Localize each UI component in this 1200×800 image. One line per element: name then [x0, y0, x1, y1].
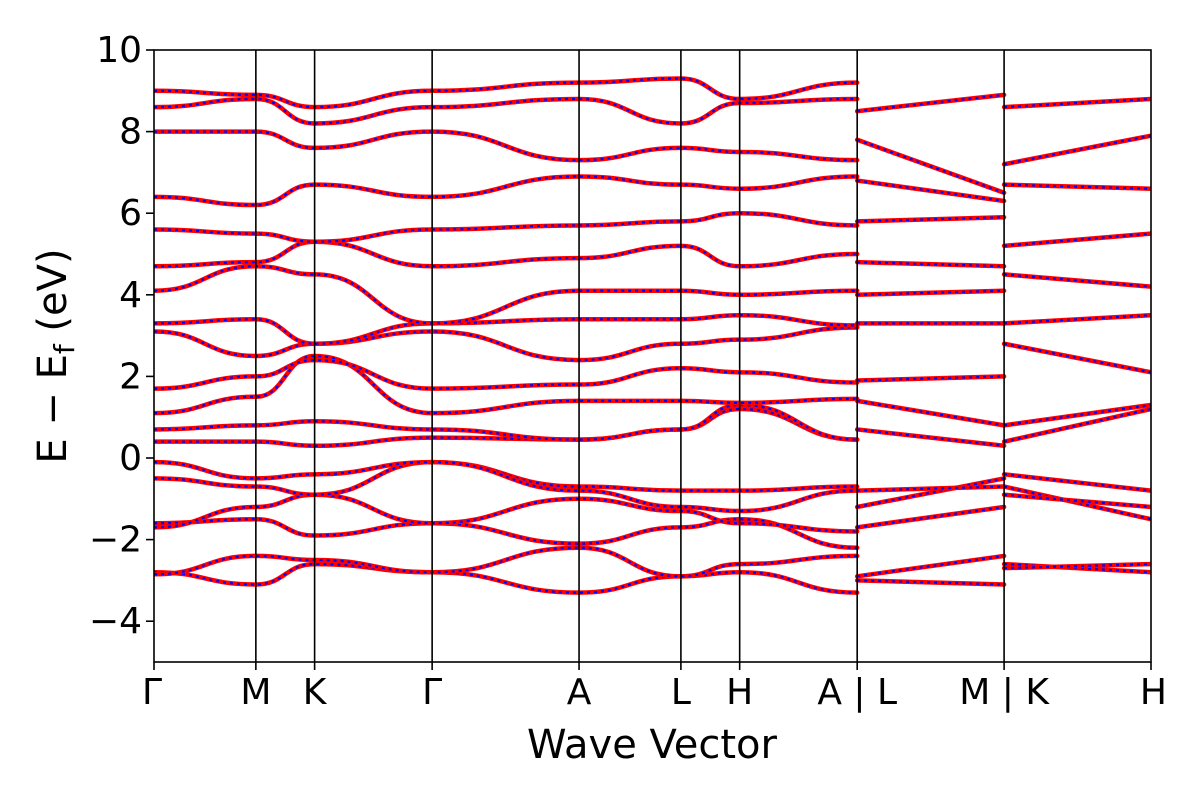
x-tick-label-3: Γ	[422, 672, 442, 713]
kpoint-lines	[255, 50, 1005, 662]
x-tick-label-4: A	[567, 672, 592, 713]
y-axis-label: E − Ef (eV)	[30, 248, 81, 463]
band-line-overlay-2	[154, 518, 858, 549]
x-tick-label-5: L	[671, 672, 691, 713]
y-tick-label-6: 8	[119, 112, 142, 153]
band-line-21	[854, 504, 1007, 530]
x-tick-label-9: H	[1140, 672, 1167, 713]
band-line-47	[1001, 96, 1151, 110]
band-line-overlay-9	[154, 358, 858, 390]
band-line-overlay-6	[154, 407, 858, 447]
band-line-16	[154, 129, 860, 163]
band-line-40	[1001, 402, 1151, 428]
band-line-31	[854, 178, 1007, 204]
band-line-26	[854, 374, 1007, 383]
band-line-29	[854, 259, 1007, 269]
band-line-overlay-0	[154, 562, 858, 594]
band-line-overlay-11	[154, 314, 858, 345]
band-line-0	[154, 561, 860, 595]
x-tick-label-2: K	[303, 672, 328, 713]
band-line-overlay-17	[154, 97, 858, 125]
band-line-25	[854, 398, 1007, 428]
y-tick-label-4: 4	[119, 275, 142, 316]
band-line-38	[1001, 492, 1151, 510]
band-line-20	[854, 553, 1007, 579]
band-line-46	[1001, 133, 1151, 167]
y-axis-label-unit: (eV)	[30, 248, 76, 344]
y-axis: −4 −2 0 2 4 6 8 10	[89, 30, 154, 642]
x-axis-label: Wave Vector	[527, 722, 778, 768]
band-line-42	[1001, 312, 1151, 326]
band-line-17	[154, 96, 860, 126]
y-tick-label-0: −4	[89, 601, 142, 642]
x-tick-label-0: Γ	[142, 672, 162, 713]
band-line-22	[854, 476, 1007, 510]
x-tick-label-6: H	[726, 672, 753, 713]
band-line-36	[1001, 472, 1151, 493]
band-line-overlay-13	[154, 240, 858, 268]
y-axis-label-subscript: f	[48, 343, 81, 354]
band-line-overlay-1	[154, 546, 858, 578]
band-line-overlay-8	[154, 354, 858, 415]
band-line-44	[1001, 231, 1151, 249]
band-line-43	[1001, 272, 1151, 289]
band-line-3	[154, 492, 860, 534]
band-line-overlay-12	[154, 265, 858, 325]
band-line-28	[854, 288, 1007, 298]
band-line-overlay-16	[154, 130, 858, 162]
band-line-39	[1001, 406, 1151, 444]
band-line-23	[854, 484, 1007, 493]
band-line-33	[854, 92, 1007, 114]
band-line-30	[854, 215, 1007, 224]
band-line-10	[154, 325, 860, 363]
band-line-14	[154, 210, 860, 245]
y-tick-label-7: 10	[96, 30, 142, 71]
y-axis-label-main: E − E	[30, 354, 76, 464]
x-tick-label-7: A | L	[817, 672, 897, 713]
band-line-35	[1001, 561, 1151, 571]
y-tick-label-1: −2	[89, 520, 142, 561]
x-tick-label-1: M	[240, 672, 271, 713]
band-line-19	[854, 578, 1007, 587]
y-tick-label-5: 6	[119, 193, 142, 234]
band-line-24	[854, 427, 1007, 449]
plot-frame	[153, 49, 1152, 663]
band-line-15	[154, 174, 860, 208]
band-line-overlay-10	[154, 326, 858, 362]
y-tick-label-2: 0	[119, 438, 142, 479]
band-line-9	[154, 357, 860, 391]
band-line-41	[1001, 341, 1151, 375]
band-line-overlay-7	[154, 403, 858, 441]
bands-layer	[154, 76, 1151, 595]
band-line-45	[1001, 182, 1151, 191]
y-tick-label-3: 2	[119, 356, 142, 397]
band-line-overlay-32	[856, 138, 1005, 194]
band-line-18	[154, 76, 860, 110]
x-tick-label-8: M | K	[959, 672, 1050, 713]
band-line-overlay-5	[154, 460, 858, 513]
